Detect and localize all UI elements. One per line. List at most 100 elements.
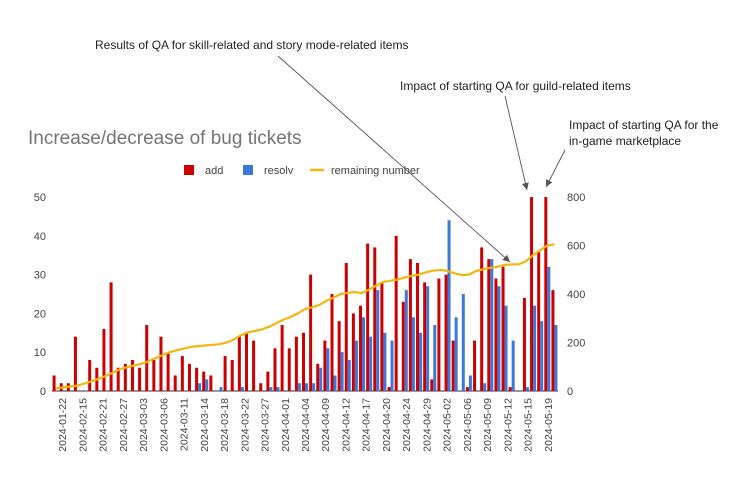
add-bar	[237, 336, 241, 391]
resolv-bar	[354, 340, 358, 391]
add-bar	[430, 379, 434, 391]
resolv-bar	[319, 367, 323, 391]
add-bar	[423, 282, 427, 391]
add-bar	[451, 340, 455, 391]
add-bar	[537, 251, 541, 391]
add-bar	[273, 348, 277, 391]
add-bar	[73, 336, 77, 391]
x-axis-tick-label: 2024-03-06	[158, 398, 170, 452]
resolv-bar	[454, 317, 458, 391]
resolv-bar	[497, 286, 501, 391]
resolv-bar	[347, 359, 351, 391]
resolv-bar	[383, 332, 387, 391]
add-bar	[344, 262, 348, 391]
resolv-bar	[333, 375, 337, 391]
remaining-number-line	[55, 243, 555, 390]
x-axis-tick-label: 2024-04-01	[280, 398, 292, 452]
annotation-arrow-skill-story-head	[502, 254, 510, 262]
resolv-bar	[312, 383, 316, 391]
add-bar	[387, 387, 391, 391]
x-axis-tick-label: 2024-02-27	[118, 398, 130, 452]
x-axis-tick-label: 2024-01-22	[57, 398, 69, 452]
resolv-bar	[411, 317, 415, 391]
add-bar	[138, 367, 142, 391]
x-axis-tick-label: 2024-03-11	[179, 398, 191, 451]
resolv-bar	[533, 305, 537, 391]
resolv-bar	[540, 321, 544, 391]
x-axis-tick-label: 2024-04-29	[421, 398, 433, 452]
add-bar	[130, 359, 134, 391]
right-axis-tick-label: 200	[567, 338, 585, 350]
add-bar	[280, 325, 284, 391]
resolv-bar	[305, 383, 308, 391]
annotation-marketplace-line2: in-game marketplace	[569, 134, 682, 148]
legend-label-remaining: remaining number	[331, 165, 420, 177]
add-bar	[287, 348, 291, 391]
left-axis-tick-label: 20	[34, 308, 46, 320]
x-axis-tick-label: 2024-04-12	[340, 398, 352, 452]
x-axis-tick-label: 2024-05-02	[442, 398, 454, 452]
add-bar	[465, 387, 469, 391]
x-axis-tick-label: 2024-05-19	[543, 398, 555, 452]
add-bar	[522, 297, 526, 391]
resolv-bar	[483, 383, 487, 391]
annotation-arrow-marketplace-head	[546, 179, 553, 187]
x-axis-tick-label: 2024-02-21	[98, 398, 110, 452]
resolv-bar	[369, 336, 373, 391]
add-bar	[351, 313, 355, 391]
x-axis-tick-label: 2024-03-22	[239, 398, 251, 452]
resolv-bar	[419, 332, 423, 391]
add-bar	[259, 383, 263, 391]
add-bar	[437, 278, 441, 391]
add-bar	[508, 387, 512, 391]
resolv-bar	[326, 348, 330, 391]
resolv-bar	[390, 340, 394, 391]
add-bar	[294, 336, 298, 391]
left-axis-tick-label: 40	[34, 231, 46, 243]
add-bar	[309, 274, 313, 391]
add-bar	[494, 278, 498, 391]
add-bar	[266, 371, 270, 391]
add-bar	[109, 282, 113, 391]
add-bar	[166, 352, 170, 391]
add-bar	[159, 336, 163, 391]
add-bar	[252, 340, 256, 391]
add-bar	[530, 197, 534, 391]
x-axis-tick-label: 2024-03-27	[260, 398, 272, 452]
add-bar	[244, 332, 248, 391]
x-axis-tick-label: 2024-04-04	[300, 398, 312, 452]
add-bar	[373, 247, 377, 391]
add-bar	[487, 259, 491, 391]
resolv-bar	[269, 387, 273, 391]
resolv-bar	[525, 387, 529, 391]
legend-label-add: add	[205, 165, 223, 177]
add-bar	[52, 375, 56, 391]
x-axis-tick-label: 2024-05-15	[523, 398, 535, 452]
right-axis-tick-label: 0	[567, 386, 573, 398]
annotation-arrow-guild-head	[521, 182, 529, 190]
x-axis-tick-label: 2024-05-09	[482, 398, 494, 452]
right-axis-tick-label: 800	[567, 192, 585, 204]
annotation-skill-story: Results of QA for skill-related and stor…	[95, 38, 409, 52]
add-bar	[323, 340, 327, 391]
resolv-bar	[504, 305, 508, 391]
add-bar	[408, 259, 412, 391]
resolv-bar	[297, 383, 301, 391]
resolv-bar	[198, 383, 202, 391]
left-axis-tick-label: 30	[34, 270, 46, 282]
add-bar	[209, 375, 213, 391]
x-axis-tick-label: 2024-03-18	[219, 398, 231, 452]
legend-swatch-resolv	[243, 165, 253, 175]
add-bar	[88, 359, 92, 391]
legend-label-resolv: resolv	[264, 165, 294, 177]
resolv-bar	[426, 286, 430, 391]
add-bar	[230, 359, 234, 391]
resolv-bar	[376, 290, 380, 391]
resolv-bar	[404, 290, 408, 391]
add-bar	[473, 340, 477, 391]
annotation-arrow-skill-story	[277, 55, 511, 263]
add-bar	[102, 328, 106, 391]
add-bar	[401, 301, 405, 391]
resolv-bar	[547, 266, 551, 391]
